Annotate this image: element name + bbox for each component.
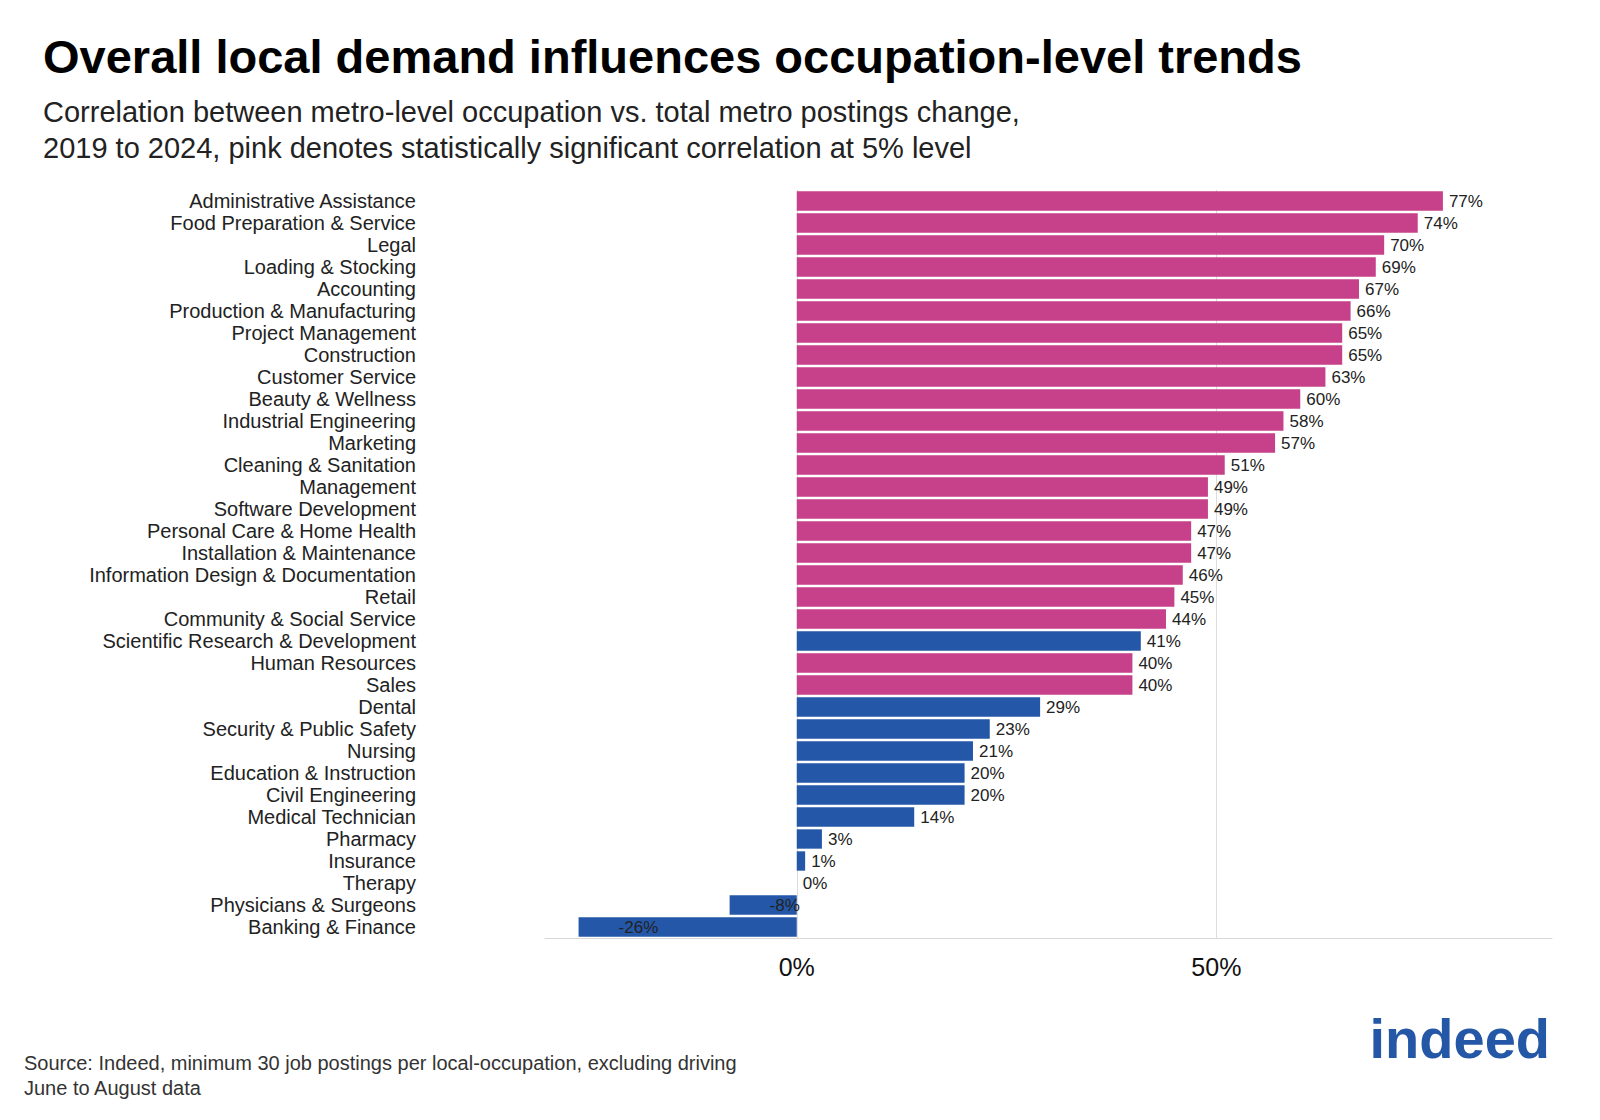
- svg-text:Legal: Legal: [367, 234, 416, 256]
- svg-text:63%: 63%: [1331, 368, 1365, 387]
- svg-text:Overall local demand influence: Overall local demand influences occupati…: [43, 30, 1302, 83]
- svg-text:20%: 20%: [971, 764, 1005, 783]
- svg-text:77%: 77%: [1449, 192, 1483, 211]
- svg-text:49%: 49%: [1214, 500, 1248, 519]
- svg-text:Production & Manufacturing: Production & Manufacturing: [169, 300, 416, 322]
- svg-text:Personal Care & Home Health: Personal Care & Home Health: [147, 520, 416, 542]
- svg-text:41%: 41%: [1147, 632, 1181, 651]
- svg-text:44%: 44%: [1172, 610, 1206, 629]
- svg-text:46%: 46%: [1189, 566, 1223, 585]
- svg-text:0%: 0%: [803, 874, 828, 893]
- svg-text:Accounting: Accounting: [317, 278, 416, 300]
- svg-text:Construction: Construction: [304, 344, 416, 366]
- svg-text:June to August data: June to August data: [24, 1077, 202, 1099]
- svg-text:47%: 47%: [1197, 544, 1231, 563]
- svg-text:3%: 3%: [828, 830, 853, 849]
- svg-text:70%: 70%: [1390, 236, 1424, 255]
- svg-text:Community & Social Service: Community & Social Service: [164, 608, 416, 630]
- svg-text:Pharmacy: Pharmacy: [326, 828, 416, 850]
- svg-text:23%: 23%: [996, 720, 1030, 739]
- svg-text:67%: 67%: [1365, 280, 1399, 299]
- svg-text:Project Management: Project Management: [231, 322, 416, 344]
- svg-text:57%: 57%: [1281, 434, 1315, 453]
- svg-text:29%: 29%: [1046, 698, 1080, 717]
- svg-text:Information Design & Documenta: Information Design & Documentation: [89, 564, 416, 586]
- svg-text:0%: 0%: [779, 953, 815, 981]
- svg-text:Retail: Retail: [365, 586, 416, 608]
- svg-text:Installation & Maintenance: Installation & Maintenance: [181, 542, 416, 564]
- svg-text:Correlation between metro-leve: Correlation between metro-level occupati…: [43, 96, 1020, 128]
- svg-text:69%: 69%: [1382, 258, 1416, 277]
- svg-text:20%: 20%: [971, 786, 1005, 805]
- svg-text:47%: 47%: [1197, 522, 1231, 541]
- svg-text:49%: 49%: [1214, 478, 1248, 497]
- svg-text:Human Resources: Human Resources: [250, 652, 416, 674]
- svg-text:21%: 21%: [979, 742, 1013, 761]
- svg-text:Cleaning & Sanitation: Cleaning & Sanitation: [224, 454, 416, 476]
- svg-text:66%: 66%: [1357, 302, 1391, 321]
- svg-text:45%: 45%: [1180, 588, 1214, 607]
- svg-text:Food Preparation & Service: Food Preparation & Service: [170, 212, 416, 234]
- svg-text:74%: 74%: [1424, 214, 1458, 233]
- svg-text:Nursing: Nursing: [347, 740, 416, 762]
- svg-text:Security & Public Safety: Security & Public Safety: [203, 718, 416, 740]
- svg-text:Physicians & Surgeons: Physicians & Surgeons: [210, 894, 416, 916]
- svg-text:Administrative Assistance: Administrative Assistance: [189, 190, 416, 212]
- svg-text:14%: 14%: [920, 808, 954, 827]
- svg-text:51%: 51%: [1231, 456, 1265, 475]
- svg-text:Sales: Sales: [366, 674, 416, 696]
- svg-text:Software Development: Software Development: [214, 498, 417, 520]
- svg-text:Civil Engineering: Civil Engineering: [266, 784, 416, 806]
- svg-text:Industrial Engineering: Industrial Engineering: [223, 410, 416, 432]
- svg-text:2019 to 2024, pink denotes sta: 2019 to 2024, pink denotes statistically…: [43, 132, 972, 164]
- svg-text:-26%: -26%: [619, 918, 659, 937]
- svg-text:Education & Instruction: Education & Instruction: [210, 762, 416, 784]
- svg-text:Therapy: Therapy: [343, 872, 416, 894]
- svg-text:Banking & Finance: Banking & Finance: [248, 916, 416, 938]
- svg-text:Source: Indeed, minimum 30 job: Source: Indeed, minimum 30 job postings …: [24, 1052, 737, 1074]
- svg-text:indeed: indeed: [1370, 1007, 1550, 1070]
- svg-text:65%: 65%: [1348, 324, 1382, 343]
- svg-text:40%: 40%: [1138, 676, 1172, 695]
- svg-text:58%: 58%: [1289, 412, 1323, 431]
- svg-text:60%: 60%: [1306, 390, 1340, 409]
- svg-text:40%: 40%: [1138, 654, 1172, 673]
- svg-text:Marketing: Marketing: [328, 432, 416, 454]
- svg-text:50%: 50%: [1191, 953, 1241, 981]
- svg-text:Loading & Stocking: Loading & Stocking: [244, 256, 416, 278]
- svg-text:Customer Service: Customer Service: [257, 366, 416, 388]
- svg-text:65%: 65%: [1348, 346, 1382, 365]
- svg-text:Dental: Dental: [358, 696, 416, 718]
- svg-text:Beauty & Wellness: Beauty & Wellness: [249, 388, 417, 410]
- svg-text:Insurance: Insurance: [328, 850, 416, 872]
- svg-text:Medical Technician: Medical Technician: [247, 806, 416, 828]
- svg-text:Management: Management: [299, 476, 416, 498]
- svg-text:Scientific Research & Developm: Scientific Research & Development: [103, 630, 417, 652]
- svg-text:-8%: -8%: [770, 896, 800, 915]
- svg-text:1%: 1%: [811, 852, 836, 871]
